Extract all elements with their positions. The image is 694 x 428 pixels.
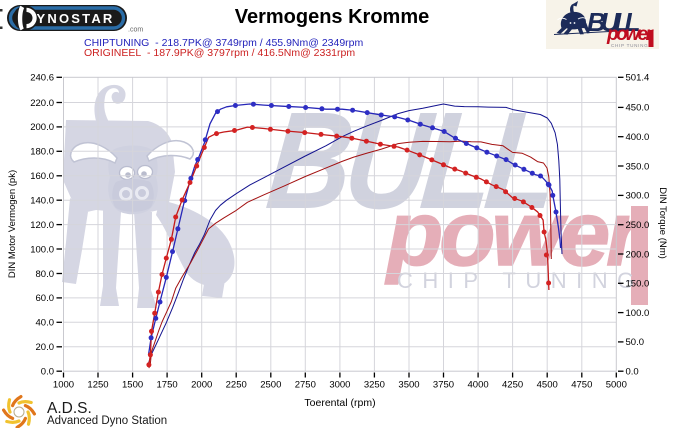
svg-text:power: power <box>606 24 655 45</box>
svg-text:4750: 4750 <box>571 380 592 391</box>
svg-text:220.0: 220.0 <box>30 98 54 109</box>
svg-text:DIN Motor Vermogen (pk): DIN Motor Vermogen (pk) <box>7 170 18 278</box>
svg-text:3250: 3250 <box>364 380 385 391</box>
svg-text:2000: 2000 <box>191 380 212 391</box>
svg-text:150.0: 150.0 <box>626 279 650 290</box>
svg-text:5000: 5000 <box>606 380 627 391</box>
svg-text:3500: 3500 <box>398 380 419 391</box>
svg-text:160.0: 160.0 <box>30 171 54 182</box>
svg-text:BULL: BULL <box>261 84 560 238</box>
svg-text:ORIGINEEL - 187.9PK@ 3797rpm: ORIGINEEL - 187.9PK@ 3797rpm / 416.5Nm@ … <box>84 47 355 59</box>
svg-text:CHIP TUNING: CHIP TUNING <box>397 268 644 293</box>
svg-text:120.0: 120.0 <box>30 220 54 231</box>
svg-text:YNOSTAR: YNOSTAR <box>37 11 115 26</box>
svg-text:200.0: 200.0 <box>30 122 54 133</box>
svg-text:2750: 2750 <box>295 380 316 391</box>
svg-text:300.0: 300.0 <box>626 191 650 202</box>
svg-text:50.0: 50.0 <box>626 337 645 348</box>
svg-text:60.0: 60.0 <box>36 293 55 304</box>
svg-text:2500: 2500 <box>260 380 281 391</box>
svg-text:100.0: 100.0 <box>626 308 650 319</box>
svg-text:80.0: 80.0 <box>36 269 55 280</box>
svg-text:140.0: 140.0 <box>30 196 54 207</box>
svg-text:1750: 1750 <box>157 380 178 391</box>
svg-text:0.0: 0.0 <box>626 367 639 378</box>
svg-text:Vermogens Kromme: Vermogens Kromme <box>235 6 430 28</box>
svg-text:250.0: 250.0 <box>626 220 650 231</box>
svg-text:1000: 1000 <box>53 380 74 391</box>
svg-text:450.0: 450.0 <box>626 103 650 114</box>
svg-text:501.4: 501.4 <box>626 73 650 84</box>
svg-text:1250: 1250 <box>87 380 108 391</box>
svg-text:3750: 3750 <box>433 380 454 391</box>
svg-text:100.0: 100.0 <box>30 244 54 255</box>
svg-text:DIN Torque (Nm): DIN Torque (Nm) <box>657 187 668 259</box>
svg-text:20.0: 20.0 <box>36 342 55 353</box>
svg-text:4250: 4250 <box>502 380 523 391</box>
svg-text:CHIPTUNING - 218.7PK@ 3749rpm: CHIPTUNING - 218.7PK@ 3749rpm / 455.9Nm@… <box>84 37 364 49</box>
svg-text:1500: 1500 <box>122 380 143 391</box>
svg-text:4000: 4000 <box>468 380 489 391</box>
svg-text:A.D.S.: A.D.S. <box>47 400 92 417</box>
svg-text:CHIP TUNING: CHIP TUNING <box>611 43 648 48</box>
svg-text:200.0: 200.0 <box>626 249 650 260</box>
svg-text:4500: 4500 <box>537 380 558 391</box>
svg-text:350.0: 350.0 <box>626 161 650 172</box>
svg-text:Advanced Dyno Station: Advanced Dyno Station <box>47 415 167 427</box>
svg-text:.com: .com <box>128 27 143 34</box>
svg-text:40.0: 40.0 <box>36 318 55 329</box>
svg-text:240.6: 240.6 <box>30 73 54 84</box>
svg-text:2250: 2250 <box>226 380 247 391</box>
svg-text:400.0: 400.0 <box>626 132 650 143</box>
svg-text:Toerental (rpm): Toerental (rpm) <box>304 397 375 409</box>
svg-text:3000: 3000 <box>329 380 350 391</box>
svg-text:180.0: 180.0 <box>30 147 54 158</box>
svg-text:0.0: 0.0 <box>41 367 54 378</box>
